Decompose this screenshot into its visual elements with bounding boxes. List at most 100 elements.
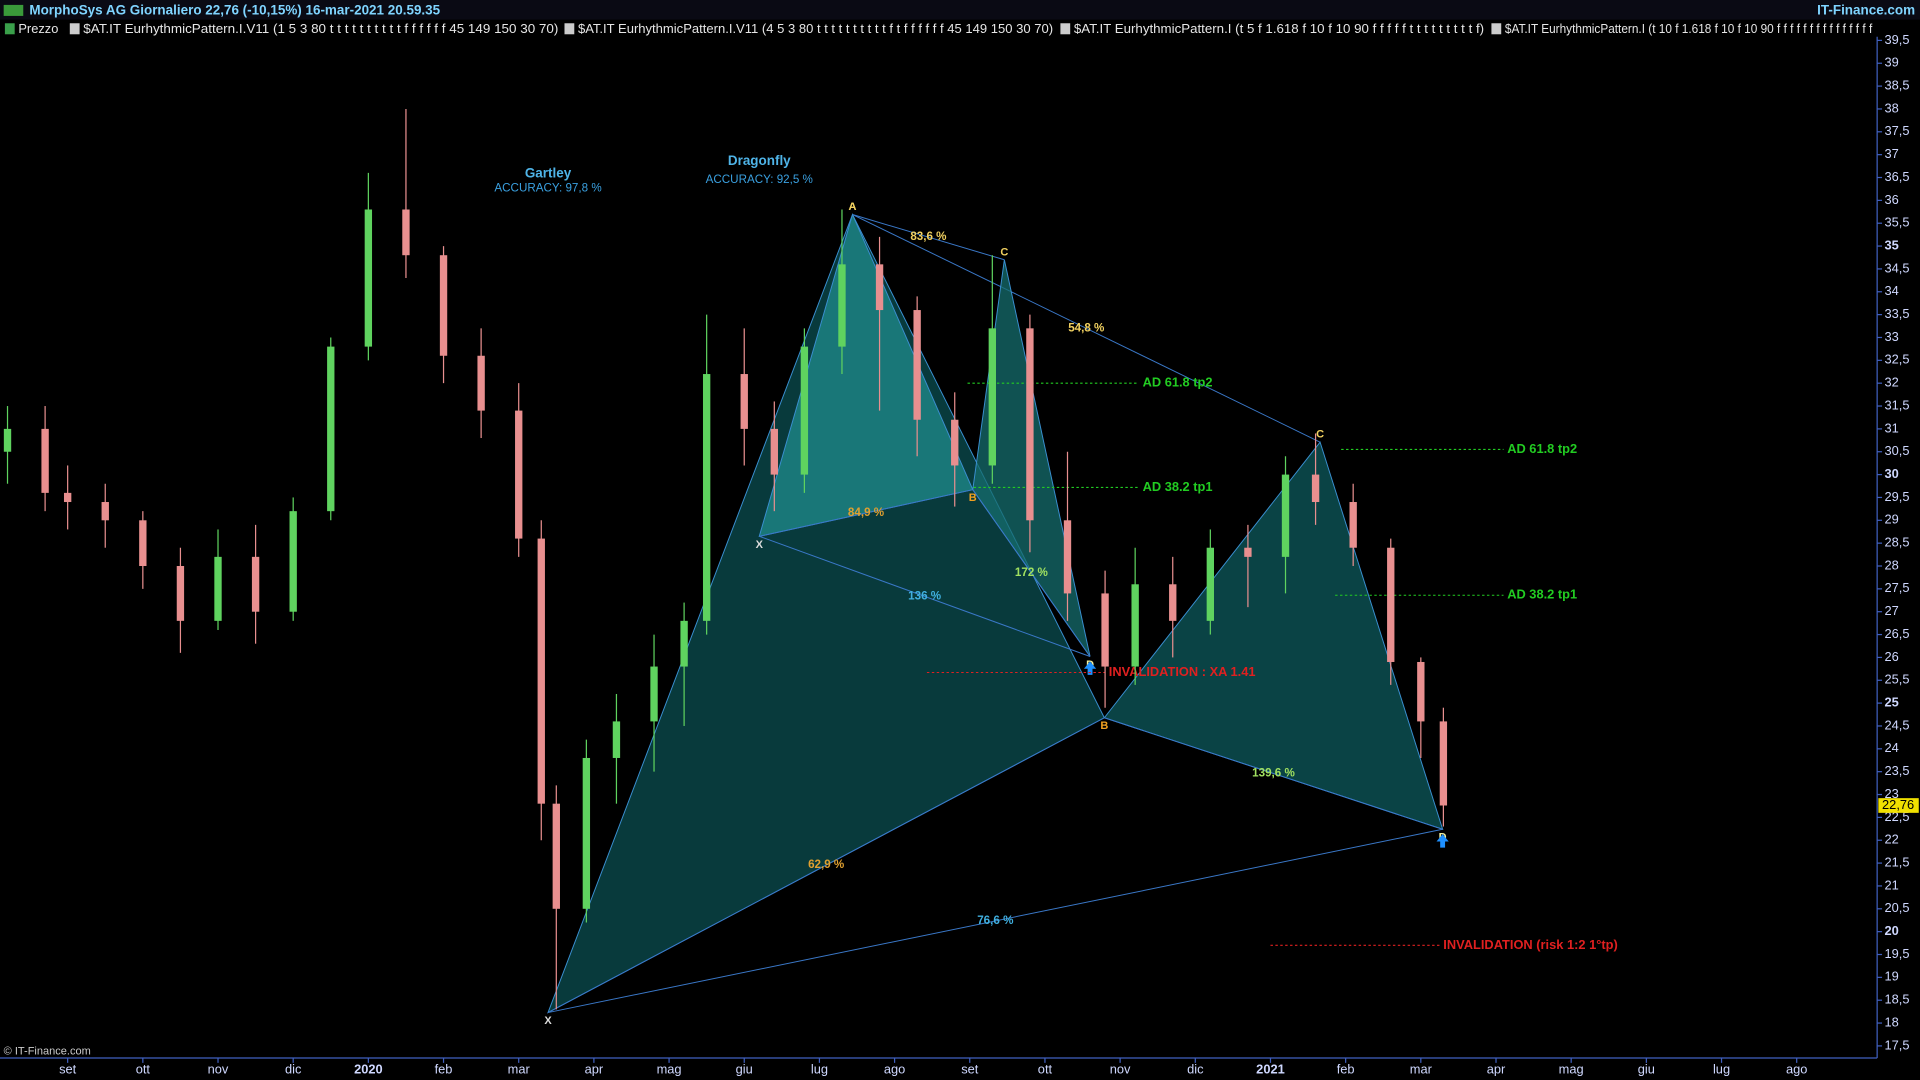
- vertex-label: X: [756, 539, 764, 551]
- y-tick-label: 36: [1884, 192, 1898, 207]
- x-tick-label: lug: [1713, 1062, 1730, 1077]
- x-tick-label: set: [961, 1062, 979, 1077]
- candle-body: [650, 666, 658, 722]
- buy-arrow: [1436, 834, 1449, 848]
- candle-body: [680, 620, 688, 667]
- vertex-label: A: [849, 201, 857, 213]
- candle-body: [1131, 584, 1139, 667]
- y-tick-label: 35,5: [1884, 215, 1909, 230]
- x-tick-label: feb: [1337, 1062, 1355, 1077]
- ratio-line: [547, 828, 1443, 1014]
- candle-body: [1063, 520, 1072, 594]
- ratio-label: 62,9 %: [808, 858, 845, 871]
- ratio-label: 84,9 %: [848, 506, 885, 519]
- candle-body: [251, 556, 260, 612]
- y-tick-label: 38,5: [1884, 77, 1909, 92]
- y-tick-label: 19: [1884, 969, 1898, 984]
- legend-swatch: [4, 23, 15, 35]
- candle-body: [951, 419, 959, 466]
- ratio-line: [852, 214, 1005, 261]
- y-tick-label: 32: [1884, 375, 1898, 390]
- level-label: AD 38.2 tp1: [1507, 587, 1577, 602]
- candle-body: [439, 255, 448, 356]
- x-tick-label: 2020: [354, 1062, 383, 1077]
- x-tick-label: 2021: [1256, 1062, 1285, 1077]
- candle-body: [1387, 547, 1395, 662]
- legend-swatch: [1060, 23, 1071, 35]
- x-tick-label: nov: [208, 1062, 229, 1077]
- candle-body: [875, 264, 884, 311]
- pattern-name: Dragonfly: [728, 153, 791, 168]
- x-tick-label: lug: [811, 1062, 828, 1077]
- x-tick-label: apr: [585, 1062, 604, 1077]
- candle-body: [1281, 474, 1290, 557]
- legend-entry: $AT.IT EurhythmicPattern.I.V11 (1 5 3 80…: [83, 21, 558, 36]
- y-tick-label: 37,5: [1884, 123, 1909, 138]
- y-tick-label: 21: [1884, 877, 1898, 892]
- x-tick-label: mag: [657, 1062, 682, 1077]
- vertex-label: X: [544, 1015, 552, 1027]
- ratio-label: 172 %: [1015, 566, 1049, 579]
- ratio-label: 54,8 %: [1068, 321, 1105, 334]
- candle-body: [582, 757, 591, 909]
- legend-entry: $AT.IT EurhythmicPattern.I (t 10 f 1.618…: [1505, 21, 1873, 36]
- x-tick-label: giu: [736, 1062, 753, 1077]
- x-tick-label: apr: [1487, 1062, 1506, 1077]
- y-tick-label: 17,5: [1884, 1037, 1909, 1052]
- y-tick-label: 27,5: [1884, 580, 1909, 595]
- y-tick-label: 22: [1884, 832, 1898, 847]
- legend-entry: Prezzo: [18, 21, 58, 36]
- y-tick-label: 31: [1884, 420, 1898, 435]
- candle-body: [289, 511, 297, 612]
- y-tick-label: 27: [1884, 603, 1898, 618]
- y-tick-label: 24,5: [1884, 717, 1909, 732]
- candle-body: [552, 803, 560, 909]
- candle-body: [364, 209, 373, 347]
- pattern-name: Gartley: [525, 165, 572, 180]
- candle-body: [1101, 593, 1109, 667]
- pattern-accuracy: ACCURACY: 97,8 %: [494, 182, 601, 195]
- x-tick-label: nov: [1110, 1062, 1131, 1077]
- candle-body: [1206, 547, 1215, 621]
- title: MorphoSys AG Giornaliero 22,76 (-10,15%)…: [29, 3, 440, 18]
- candle-body: [214, 556, 222, 621]
- x-tick-label: giu: [1638, 1062, 1655, 1077]
- y-tick-label: 32,5: [1884, 352, 1909, 367]
- last-price-tag: [1878, 798, 1919, 813]
- candle-body: [477, 355, 485, 411]
- y-tick-label: 20: [1884, 923, 1898, 938]
- vertex-label: B: [969, 492, 977, 504]
- y-tick-label: 24: [1884, 740, 1898, 755]
- y-tick-label: 20,5: [1884, 900, 1909, 915]
- candle-body: [800, 346, 809, 475]
- y-tick-label: 25: [1884, 695, 1898, 710]
- x-tick-label: mar: [1410, 1062, 1433, 1077]
- candle-body: [1311, 474, 1320, 503]
- x-tick-label: dic: [285, 1062, 302, 1077]
- candle-body: [740, 374, 748, 429]
- x-tick-label: ott: [136, 1062, 151, 1077]
- candle-body: [41, 428, 49, 493]
- y-tick-label: 39,5: [1884, 32, 1909, 47]
- x-tick-label: set: [59, 1062, 77, 1077]
- legend-swatch: [1491, 23, 1502, 35]
- header-bar: [0, 0, 1920, 20]
- candle-body: [1417, 661, 1425, 722]
- y-tick-label: 34: [1884, 283, 1898, 298]
- candle-body: [402, 209, 410, 256]
- candle-body: [139, 520, 147, 567]
- candle-body: [838, 264, 846, 347]
- level-label: INVALIDATION : XA 1.41: [1109, 664, 1256, 679]
- y-tick-label: 35: [1884, 237, 1898, 252]
- legend-swatch: [564, 23, 575, 35]
- level-label: AD 61.8 tp2: [1507, 441, 1577, 456]
- candle-body: [702, 374, 711, 621]
- ratio-line: [972, 489, 1091, 657]
- x-tick-label: ago: [884, 1062, 905, 1077]
- last-price-label: 22,76: [1882, 797, 1914, 812]
- candle-body: [1349, 502, 1357, 548]
- y-tick-label: 29,5: [1884, 489, 1909, 504]
- legend-entry: $AT.IT EurhythmicPattern.I (t 5 f 1.618 …: [1074, 21, 1484, 36]
- y-tick-label: 28: [1884, 557, 1898, 572]
